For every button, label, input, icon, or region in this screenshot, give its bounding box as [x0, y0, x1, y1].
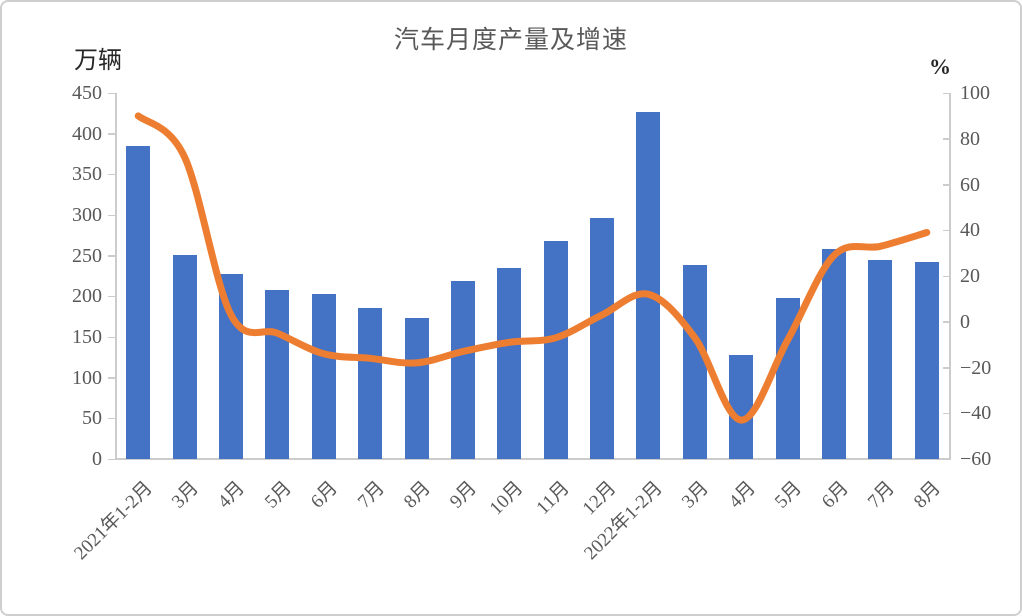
left-axis-tick-label: 300	[72, 204, 102, 226]
left-axis-tick	[108, 377, 115, 379]
right-axis-tick-label: −20	[960, 356, 992, 379]
left-axis-tick	[108, 214, 115, 216]
right-axis-tick-label: −40	[960, 402, 992, 425]
growth-rate-line	[134, 112, 931, 424]
production-bar	[543, 241, 568, 459]
right-axis-tick	[943, 138, 950, 140]
production-bar	[358, 307, 383, 459]
left-axis-tick	[108, 458, 115, 460]
right-axis-tick-label: 100	[960, 82, 990, 104]
x-axis-category-label: 5月	[260, 477, 296, 513]
x-axis-category-label: 6月	[817, 477, 853, 513]
left-axis-tick-label: 250	[72, 244, 102, 267]
production-bar	[682, 265, 707, 459]
left-axis-tick-label: 50	[82, 407, 102, 430]
production-bar	[775, 297, 800, 459]
left-axis-unit-label: 万辆	[74, 48, 122, 74]
left-axis-tick-label: 100	[72, 366, 102, 389]
bottom-axis-line	[115, 458, 951, 460]
left-axis-tick-label: 0	[92, 448, 102, 470]
left-axis-tick	[108, 417, 115, 420]
right-axis-tick-label: 80	[960, 127, 980, 150]
x-axis-category-label: 5月	[771, 477, 807, 513]
x-axis-category-label: 10月	[485, 477, 528, 520]
production-bar	[914, 262, 939, 459]
x-axis-category-label: 9月	[446, 477, 482, 513]
production-bar	[265, 289, 290, 459]
x-axis-category-label: 4月	[724, 477, 760, 513]
left-axis-line	[115, 93, 117, 459]
production-bar	[404, 318, 429, 459]
right-axis-tick-label: 0	[960, 310, 970, 333]
right-axis-tick	[943, 184, 950, 186]
right-axis-tick	[943, 92, 950, 94]
left-axis-tick	[108, 173, 115, 176]
right-axis-unit-label: %	[929, 54, 951, 79]
production-bar	[497, 267, 522, 459]
production-bar	[218, 274, 243, 459]
left-axis-tick-label: 350	[72, 163, 102, 186]
x-axis-category-label: 8月	[910, 477, 946, 513]
right-axis-tick	[943, 367, 950, 369]
x-axis-category-label: 11月	[532, 477, 575, 519]
left-axis-tick	[108, 133, 115, 135]
left-axis-tick-label: 200	[72, 285, 102, 308]
production-bar	[311, 293, 336, 459]
x-axis-category-label: 2021年1-2月	[70, 477, 157, 565]
production-bar	[822, 249, 847, 459]
left-axis-tick	[108, 336, 115, 338]
right-axis-tick-label: 20	[960, 265, 980, 287]
production-bar	[126, 145, 151, 459]
x-axis-category-label: 4月	[214, 477, 250, 513]
x-axis-category-label: 7月	[863, 477, 899, 513]
left-axis-tick	[108, 295, 115, 298]
left-axis-tick-label: 150	[72, 326, 102, 348]
production-bar	[172, 254, 197, 459]
right-axis-tick	[943, 458, 950, 460]
x-axis-category-label: 7月	[353, 477, 389, 513]
chart-title: 汽车月度产量及增速	[393, 27, 628, 54]
right-axis-tick	[943, 321, 950, 323]
production-bar	[590, 218, 615, 459]
production-bar	[868, 259, 893, 459]
right-axis-tick-label: −60	[960, 448, 992, 470]
left-axis-tick-label: 400	[72, 122, 102, 145]
right-axis-tick-label: 60	[960, 173, 980, 196]
x-axis-category-label: 3月	[167, 477, 203, 513]
production-bar	[636, 111, 661, 459]
x-axis-category-label: 6月	[307, 477, 343, 513]
production-bar	[450, 280, 475, 459]
left-axis-tick-label: 450	[72, 82, 102, 104]
right-axis-tick	[943, 412, 950, 415]
left-axis-tick	[108, 92, 115, 94]
right-axis-tick-label: 40	[960, 219, 980, 242]
production-bar	[729, 354, 754, 459]
x-axis-category-label: 8月	[399, 477, 435, 513]
x-axis-category-label: 3月	[678, 477, 714, 513]
right-axis-tick	[943, 229, 950, 232]
left-axis-tick	[108, 255, 115, 257]
right-axis-tick	[943, 275, 950, 277]
